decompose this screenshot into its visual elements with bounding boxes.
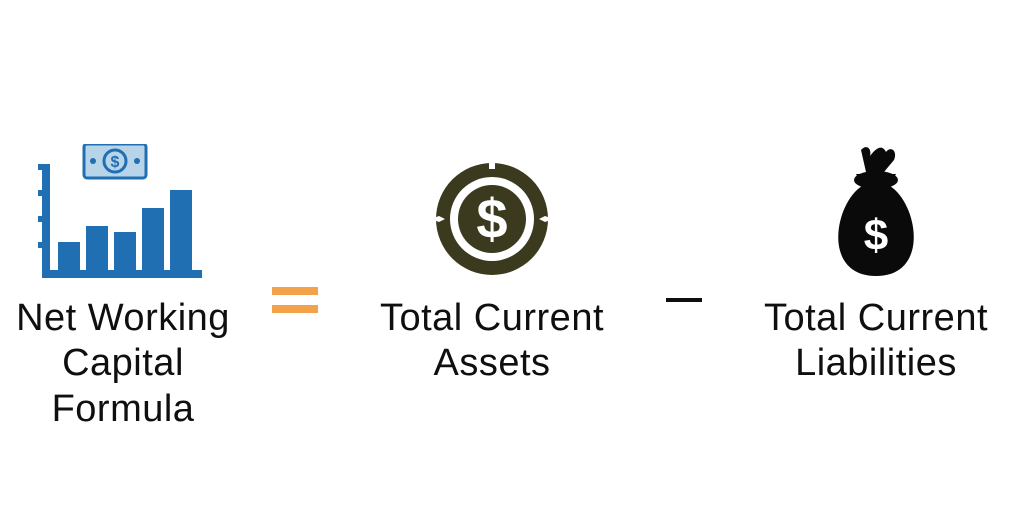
label-line: Assets: [380, 341, 604, 387]
term-label: Net Working Capital Formula: [16, 296, 230, 433]
term-label: Total Current Liabilities: [764, 296, 988, 387]
equals-operator: [272, 134, 318, 284]
label-line: Liabilities: [764, 341, 988, 387]
label-line: Capital: [16, 341, 230, 387]
minus-operator: [666, 134, 702, 284]
money-bag-icon: $: [816, 134, 936, 284]
label-line: Formula: [16, 387, 230, 433]
bar-chart-dollar-icon: $: [38, 134, 208, 284]
svg-text:$: $: [864, 211, 888, 260]
label-line: Total Current: [764, 296, 988, 342]
term-total-current-assets: $ Total Current Assets: [342, 134, 642, 387]
formula-canvas: $ Net Working Capital Formula: [0, 0, 1024, 526]
term-net-working-capital: $ Net Working Capital Formula: [0, 134, 248, 433]
dollar-coin-icon: $: [427, 134, 557, 284]
formula-row: $ Net Working Capital Formula: [0, 94, 1024, 433]
label-line: Total Current: [380, 296, 604, 342]
label-line: Net Working: [16, 296, 230, 342]
svg-text:$: $: [111, 154, 120, 171]
equals-bar: [272, 305, 318, 313]
equals-bar: [272, 287, 318, 295]
svg-text:$: $: [476, 187, 507, 250]
minus-bar: [666, 298, 702, 302]
term-total-current-liabilities: $ Total Current Liabilities: [726, 134, 1024, 387]
term-label: Total Current Assets: [380, 296, 604, 387]
